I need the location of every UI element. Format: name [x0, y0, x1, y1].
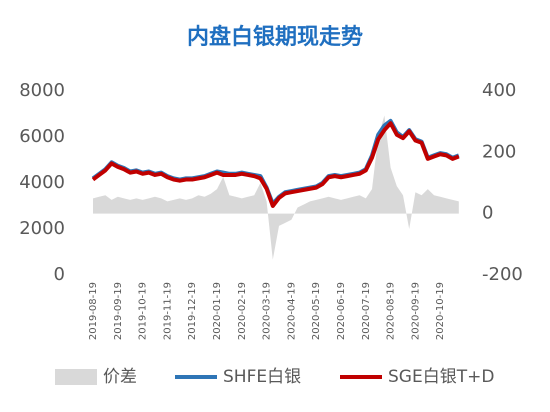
x-tick-label: 2020-05-19 — [311, 282, 322, 340]
y2-tick-label: 0 — [482, 203, 493, 224]
x-tick-label: 2020-02-19 — [237, 282, 248, 340]
x-tick-label: 2019-09-19 — [113, 282, 124, 340]
x-tick-label: 2020-04-19 — [286, 282, 297, 340]
y-tick-label: 0 — [54, 264, 65, 285]
y-tick-label: 8000 — [19, 80, 65, 101]
x-tick-label: 2020-10-19 — [435, 282, 446, 340]
x-tick-label: 2019-12-19 — [187, 282, 198, 340]
legend-swatch — [55, 369, 97, 385]
x-tick-label: 2020-08-19 — [386, 282, 397, 340]
legend-label: SGE白银T+D — [388, 367, 494, 387]
y2-tick-label: 200 — [482, 141, 516, 162]
x-tick-label: 2020-03-19 — [262, 282, 273, 340]
y2-tick-label: -200 — [482, 264, 523, 285]
y-tick-label: 6000 — [19, 126, 65, 147]
legend-label: SHFE白银 — [223, 367, 301, 387]
x-tick-label: 2020-07-19 — [361, 282, 372, 340]
x-tick-label: 2019-10-19 — [138, 282, 149, 340]
y-tick-label: 4000 — [19, 172, 65, 193]
y2-tick-label: 400 — [482, 80, 516, 101]
price-line — [91, 121, 460, 208]
x-tick-label: 2020-09-19 — [410, 282, 421, 340]
x-tick-label: 2019-11-19 — [162, 282, 173, 340]
y-tick-label: 2000 — [19, 218, 65, 239]
chart-title: 内盘白银期现走势 — [187, 24, 363, 50]
x-tick-label: 2020-01-19 — [212, 282, 223, 340]
legend-label: 价差 — [103, 367, 137, 387]
spread-area — [93, 115, 459, 260]
x-tick-label: 2019-08-19 — [88, 282, 99, 340]
x-tick-label: 2020-06-19 — [336, 282, 347, 340]
